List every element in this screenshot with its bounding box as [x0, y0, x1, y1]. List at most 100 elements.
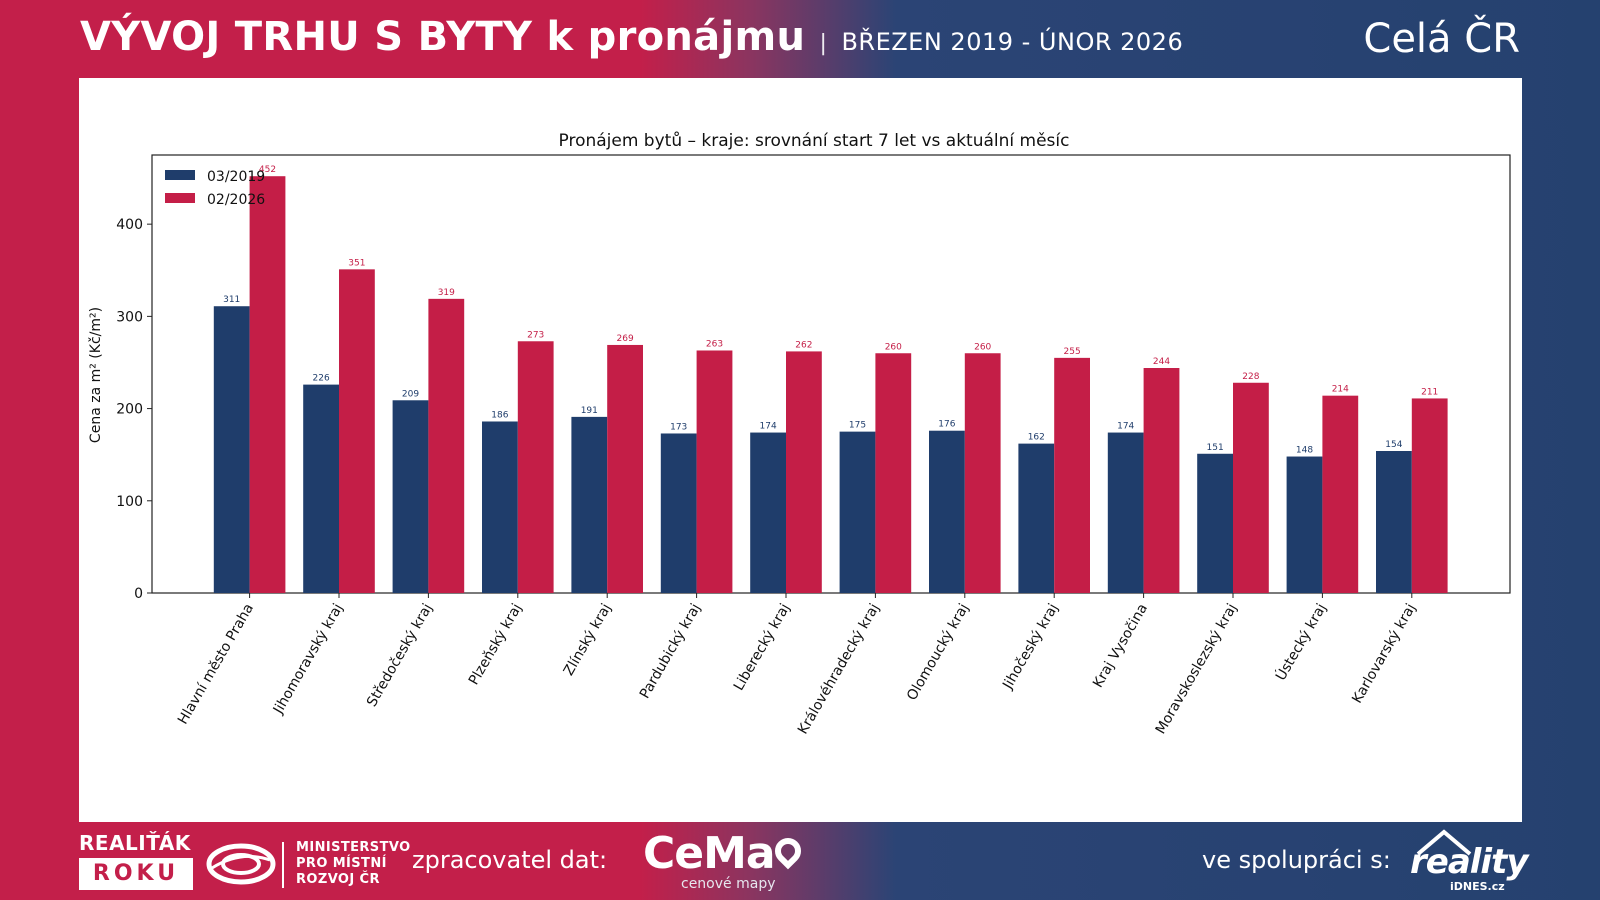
award-line1: REALIŤÁK [79, 831, 191, 855]
data-label: 211 [1421, 387, 1438, 397]
bar-2026 [1143, 368, 1180, 593]
x-tick-label: Kraj Vysočina [1090, 601, 1151, 691]
header-separator: | [819, 31, 828, 56]
data-label: 174 [1117, 422, 1134, 432]
y-tick-label: 0 [134, 586, 143, 602]
bar-2026 [875, 353, 912, 593]
legend: 03/2019 02/2026 [165, 169, 265, 208]
header-period: BŘEZEN 2019 - ÚNOR 2026 [841, 28, 1184, 56]
header-title-text: VÝVOJ TRHU S BYTY k pronájmu [80, 14, 806, 60]
footer-bar: REALIŤÁK ROKU MINISTERSTVO PRO MÍSTNÍ RO… [0, 822, 1600, 900]
data-label: 244 [1153, 357, 1170, 367]
data-label: 186 [491, 410, 508, 420]
x-tick-label: Ústecký kraj [1271, 600, 1330, 684]
bar-2019 [571, 416, 608, 593]
y-tick-label: 200 [116, 402, 143, 418]
data-label: 452 [259, 165, 276, 175]
bar-2026 [1233, 382, 1269, 593]
bar-2026 [964, 353, 1001, 593]
data-label: 209 [402, 389, 419, 399]
bar-2026 [339, 269, 375, 593]
data-label: 151 [1207, 443, 1224, 453]
legend-swatch [165, 170, 195, 180]
award-line2: ROKU [79, 858, 193, 890]
ministry-divider [282, 842, 284, 888]
bar-2026 [1054, 357, 1090, 593]
bar-2026 [607, 344, 643, 593]
partner-label: ve spolupráci s: [1202, 846, 1391, 874]
x-tick-label: Liberecký kraj [731, 601, 794, 694]
cemap-logo: CeMa cenové mapy [643, 828, 813, 894]
bar-2026 [1411, 398, 1448, 593]
data-label: 311 [223, 295, 240, 305]
bar-2019 [660, 433, 697, 593]
map-pin-icon [769, 832, 807, 870]
bar-2019 [1286, 456, 1323, 593]
data-label: 255 [1064, 347, 1081, 357]
bar-2019 [1107, 432, 1144, 593]
data-label: 263 [706, 339, 723, 349]
data-label: 148 [1296, 446, 1313, 456]
legend-label: 02/2026 [207, 192, 265, 208]
data-label: 214 [1332, 385, 1349, 395]
bar-2019 [839, 431, 876, 593]
legend-label: 03/2019 [207, 169, 265, 185]
y-tick-label: 300 [116, 309, 143, 325]
reality-subtitle: iDNES.cz [1450, 880, 1505, 893]
house-roof-icon [1416, 829, 1472, 856]
processor-label: zpracovatel dat: [412, 846, 608, 874]
data-label: 191 [581, 406, 598, 416]
data-label: 173 [670, 422, 687, 432]
x-tick-label: Olomoucký kraj [904, 601, 972, 703]
bar-2026 [249, 176, 286, 593]
header-title: VÝVOJ TRHU S BYTY k pronájmu | BŘEZEN 20… [80, 14, 1183, 60]
x-tick-label: Hlavní město Praha [175, 601, 257, 727]
bar-2019 [392, 400, 429, 593]
bar-2019 [1376, 450, 1412, 593]
x-tick-label: Plzeňský kraj [466, 601, 525, 688]
x-tick-label: Středočeský kraj [364, 601, 436, 710]
chart-title: Pronájem bytů – kraje: srovnání start 7 … [559, 131, 1070, 151]
bar-2019 [213, 306, 250, 593]
data-label: 351 [348, 258, 365, 268]
reality-name: reality [1410, 842, 1528, 882]
data-label: 226 [313, 374, 330, 384]
y-tick-label: 400 [116, 217, 143, 233]
x-tick-label: Jihočeský kraj [999, 601, 1061, 693]
bar-2026 [786, 351, 822, 593]
data-label: 175 [849, 421, 866, 431]
award-badge: REALIŤÁK ROKU [79, 832, 195, 890]
data-label: 162 [1028, 433, 1045, 443]
y-tick-label: 100 [116, 494, 143, 510]
bar-chart: Pronájem bytů – kraje: srovnání start 7 … [88, 131, 1511, 737]
data-label: 174 [760, 422, 777, 432]
cemap-subtitle: cenové mapy [681, 876, 776, 892]
bar-2026 [1322, 395, 1359, 593]
bar-2019 [303, 384, 339, 593]
data-label: 228 [1242, 372, 1259, 382]
bar-2019 [750, 432, 786, 593]
x-tick-label: Jihomoravský kraj [270, 601, 346, 717]
chart-panel: Pronájem bytů – kraje: srovnání start 7 … [79, 78, 1522, 822]
x-tick-label: Pardubický kraj [637, 601, 704, 702]
plot-frame [151, 154, 1511, 594]
x-tick-label: Moravskoslezský kraj [1153, 601, 1241, 737]
bar-2026 [696, 350, 733, 593]
y-axis-label: Cena za m² (Kč/m²) [88, 307, 104, 443]
data-label: 260 [885, 342, 902, 352]
data-label: 269 [617, 334, 634, 344]
data-label: 273 [527, 330, 544, 340]
bar-2019 [1197, 453, 1233, 593]
ministry-name: MINISTERSTVO PRO MÍSTNÍ ROZVOJ ČR [296, 840, 411, 887]
x-tick-label: Zlínský kraj [561, 601, 615, 678]
reality-logo: reality iDNES.cz [1410, 828, 1528, 894]
data-label: 260 [974, 342, 991, 352]
bar-2026 [428, 298, 465, 593]
bar-2019 [482, 421, 518, 593]
data-label: 262 [795, 340, 812, 350]
x-tick-label: Královéhradecký kraj [795, 601, 883, 737]
data-label: 319 [438, 288, 455, 298]
header-region: Celá ČR [1363, 16, 1520, 62]
bar-2019 [1018, 443, 1055, 593]
data-label: 154 [1385, 440, 1402, 450]
